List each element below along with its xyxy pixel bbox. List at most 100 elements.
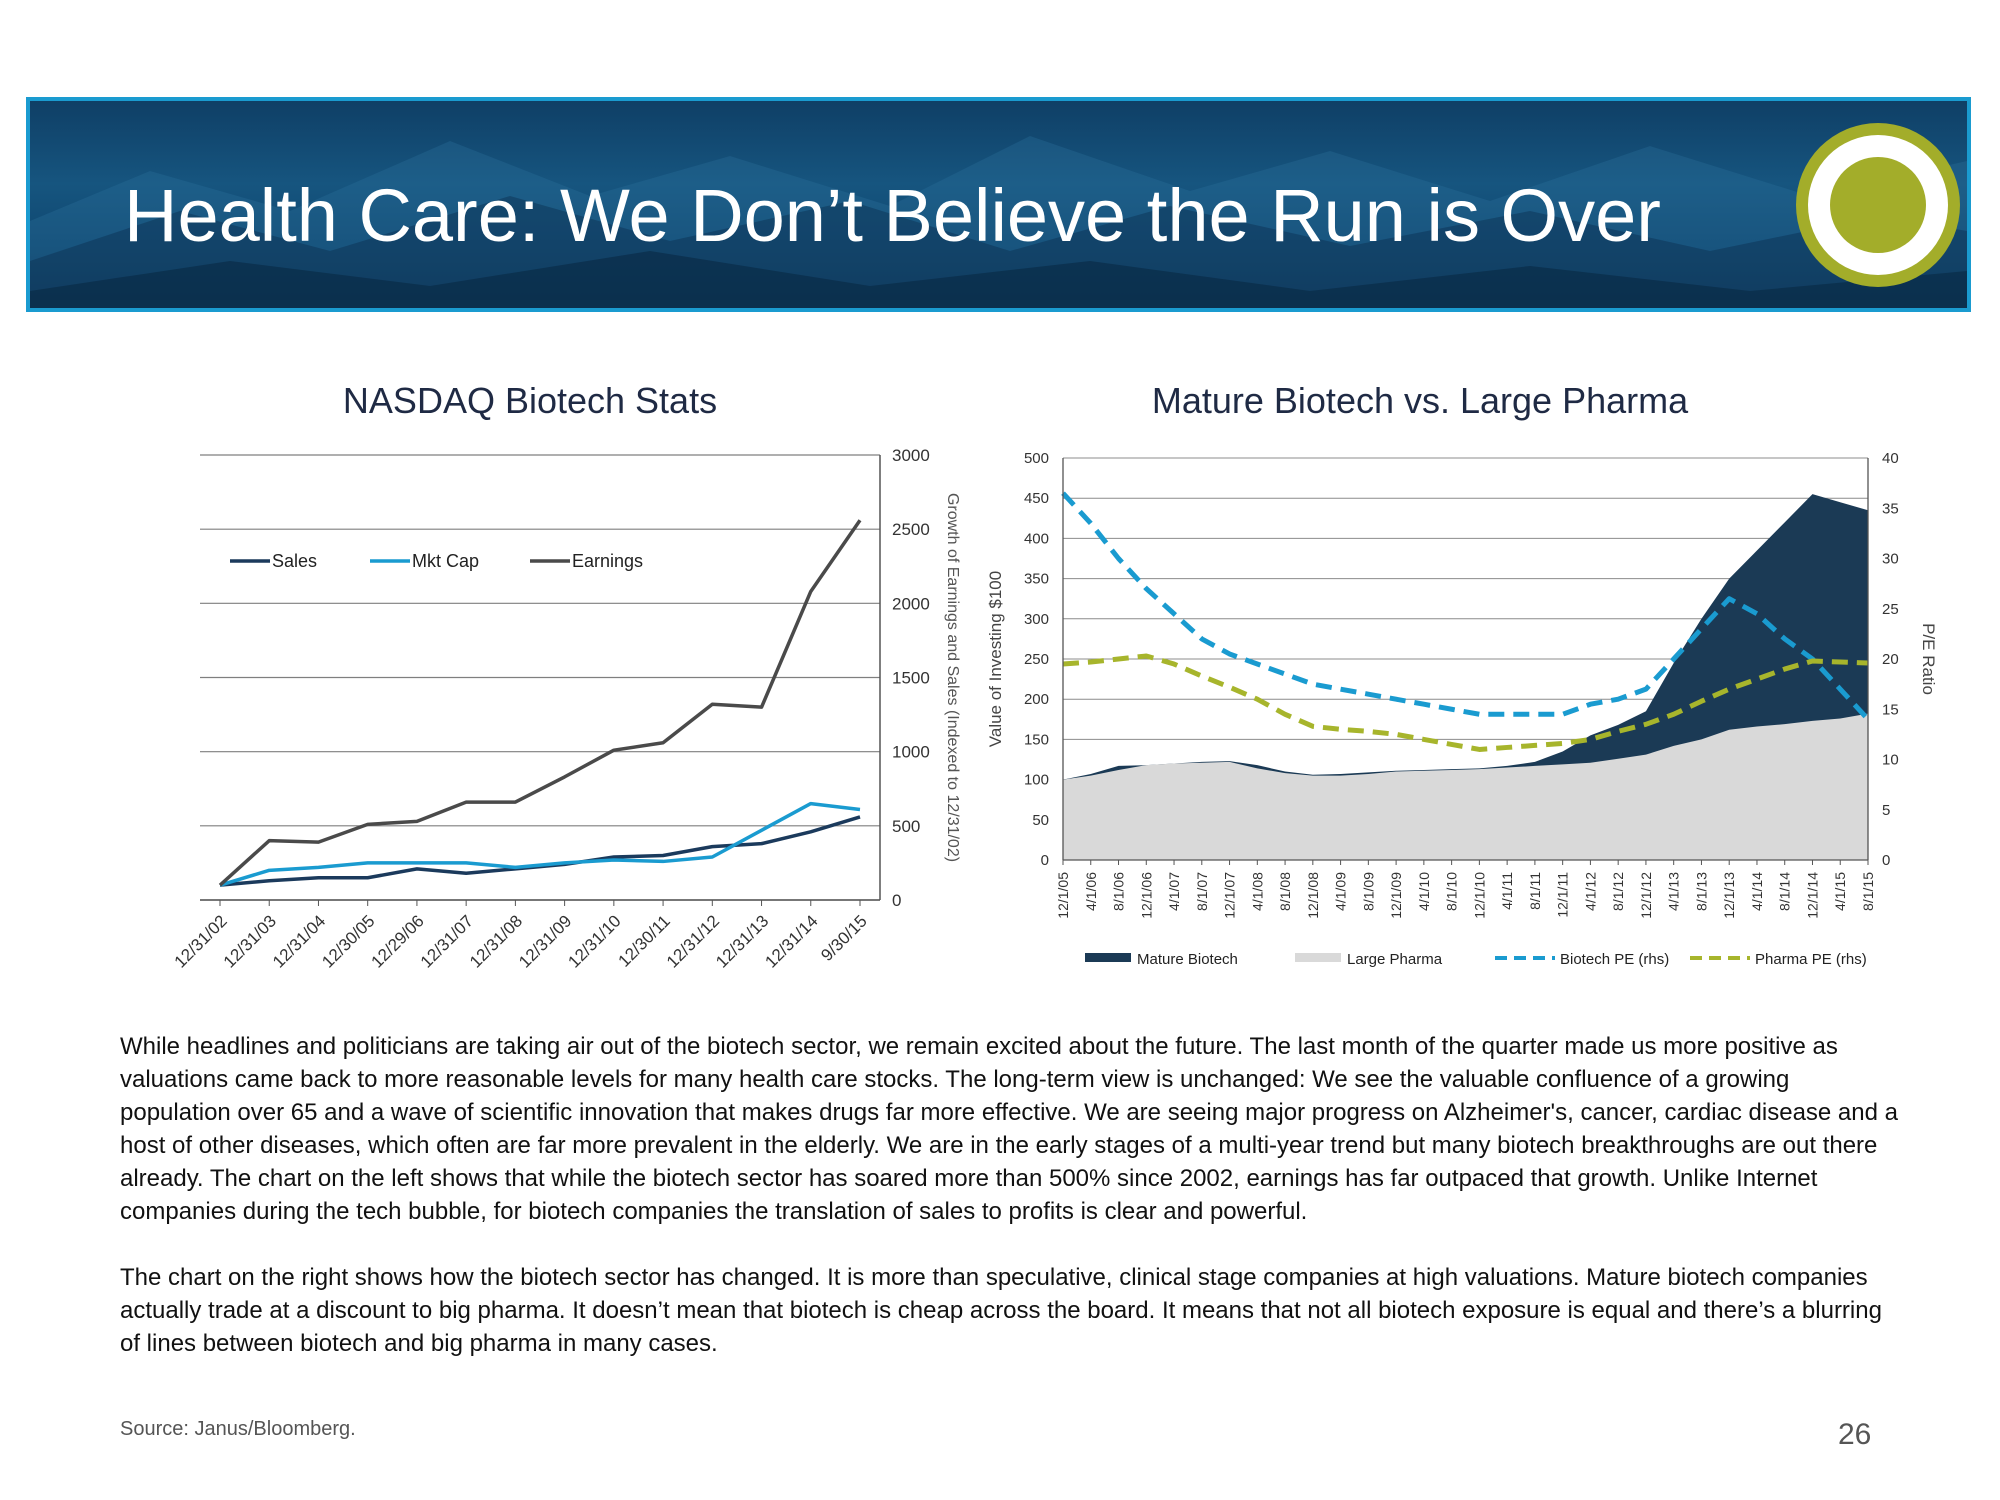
x-tick-label: 8/1/11 (1527, 872, 1543, 910)
x-tick-label: 8/1/12 (1610, 872, 1626, 911)
x-tick-label: 12/29/06 (368, 911, 428, 971)
series-area-large-pharma (1063, 713, 1868, 860)
x-tick-label: 4/1/14 (1749, 872, 1765, 911)
x-tick-label: 12/30/05 (318, 911, 378, 971)
legend-swatch (1085, 953, 1131, 962)
x-tick-label: 12/1/05 (1055, 872, 1071, 919)
y-tick-label: 100 (1024, 772, 1049, 789)
series-line-mkt-cap (219, 801, 861, 887)
y-right-tick-label: 25 (1882, 601, 1899, 618)
x-tick-label: 4/1/09 (1333, 872, 1349, 911)
x-tick-label: 12/1/10 (1471, 872, 1487, 919)
x-tick-label: 8/1/15 (1860, 872, 1876, 911)
slide-title: Health Care: We Don’t Believe the Run is… (124, 174, 1661, 257)
series-line-earnings (218, 519, 862, 887)
x-tick-label: 12/1/07 (1222, 872, 1238, 919)
legend-label: Mature Biotech (1137, 951, 1238, 968)
x-tick-label: 4/1/11 (1499, 872, 1515, 910)
x-tick-label: 12/31/12 (663, 911, 723, 971)
legend-label: Pharma PE (rhs) (1755, 951, 1867, 968)
y-tick-label: 500 (1024, 450, 1049, 467)
legend-label: Mkt Cap (412, 551, 479, 571)
source-note: Source: Janus/Bloomberg. (120, 1418, 356, 1440)
x-tick-label: 4/1/10 (1416, 872, 1432, 911)
y-tick-label: 250 (1024, 651, 1049, 668)
x-tick-label: 12/31/09 (515, 911, 575, 971)
x-tick-label: 12/31/08 (466, 911, 526, 971)
y-tick-label: 400 (1024, 530, 1049, 547)
x-tick-label: 4/1/15 (1832, 872, 1848, 911)
x-tick-label: 12/1/11 (1555, 872, 1571, 918)
x-tick-label: 12/31/13 (712, 911, 772, 971)
logo-ring (1796, 123, 1960, 287)
mountain-background (30, 136, 1967, 308)
x-tick-label: 8/1/10 (1444, 872, 1460, 911)
y-tick-label: 0 (892, 891, 901, 910)
x-tick-label: 8/1/09 (1360, 872, 1376, 911)
x-tick-label: 8/1/14 (1777, 872, 1793, 911)
y-right-tick-label: 5 (1882, 802, 1890, 819)
x-tick-label: 8/1/06 (1111, 872, 1127, 911)
chart2-title: Mature Biotech vs. Large Pharma (1151, 380, 1689, 421)
y-tick-label: 450 (1024, 490, 1049, 507)
x-tick-label: 4/1/12 (1582, 872, 1598, 911)
y-tick-label: 150 (1024, 731, 1049, 748)
y-right-tick-label: 15 (1882, 701, 1899, 718)
legend-label: Large Pharma (1347, 951, 1443, 968)
biotech-vs-pharma-area-chart: 0 50 100 150 200 250 300 350 400 450 500 0 5 10 15 20 25… (986, 450, 1938, 968)
x-tick-label: 12/1/12 (1638, 872, 1654, 919)
x-tick-label: 4/1/06 (1083, 872, 1099, 911)
y-right-tick-label: 35 (1882, 500, 1899, 517)
y-tick-label: 50 (1032, 812, 1049, 829)
x-tick-label: 8/1/13 (1693, 872, 1709, 911)
y-right-tick-label: 0 (1882, 852, 1890, 869)
x-tick-label: 12/31/03 (220, 911, 280, 971)
title-banner: Health Care: We Don’t Believe the Run is… (26, 97, 1971, 312)
y-right-tick-label: 40 (1882, 450, 1899, 467)
x-tick-label: 12/30/11 (615, 911, 674, 970)
x-tick-label: 12/1/13 (1721, 872, 1737, 919)
y-right-tick-label: 20 (1882, 651, 1899, 668)
chart1-title: NASDAQ Biotech Stats (342, 380, 718, 421)
y-tick-label: 2000 (892, 594, 930, 613)
y-axis-label: Value of Investing $100 (986, 571, 1005, 747)
x-tick-label: 9/30/15 (817, 911, 871, 965)
x-tick-label: 12/1/14 (1804, 872, 1820, 919)
nasdaq-biotech-line-chart: 0 500 1000 1500 2000 2500 3000 12/31/0212/31/03… (171, 446, 961, 972)
x-tick-label: 4/1/07 (1166, 872, 1182, 911)
body-paragraph: While headlines and politicians are taki… (120, 1033, 1898, 1225)
body-paragraph: The chart on the right shows how the bio… (120, 1264, 1882, 1357)
x-tick-label: 12/1/06 (1138, 872, 1154, 919)
legend-swatch (1295, 953, 1341, 962)
x-tick-label: 4/1/08 (1249, 872, 1265, 911)
body-text: While headlines and politicians are taki… (120, 1030, 1900, 1393)
y-tick-label: 200 (1024, 691, 1049, 708)
y-axis-label: Growth of Earnings and Sales (Indexed to… (944, 493, 961, 862)
x-tick-label: 12/1/08 (1305, 872, 1321, 919)
y-right-axis-label: P/E Ratio (1919, 623, 1938, 695)
y-right-tick-label: 30 (1882, 551, 1899, 568)
y-right-tick-label: 10 (1882, 752, 1899, 769)
x-tick-label: 12/31/04 (269, 911, 329, 971)
y-tick-label: 0 (1041, 852, 1049, 869)
x-tick-label: 8/1/08 (1277, 872, 1293, 911)
y-tick-label: 350 (1024, 571, 1049, 588)
y-tick-label: 2500 (892, 520, 930, 539)
x-tick-label: 12/1/09 (1388, 872, 1404, 919)
y-tick-label: 300 (1024, 611, 1049, 628)
y-tick-label: 1000 (892, 743, 930, 762)
series-line-pharma-pe-rhs- (1062, 653, 1869, 752)
x-tick-label: 12/31/07 (417, 911, 477, 971)
y-tick-label: 3000 (892, 446, 930, 465)
x-tick-label: 8/1/07 (1194, 872, 1210, 911)
x-tick-label: 4/1/13 (1666, 872, 1682, 911)
x-tick-label: 12/31/02 (171, 911, 231, 971)
x-tick-label: 12/31/10 (564, 911, 624, 971)
page-number: 26 (1838, 1418, 1872, 1451)
y-tick-label: 1500 (892, 669, 930, 688)
legend-label: Biotech PE (rhs) (1560, 951, 1669, 968)
y-tick-label: 500 (892, 817, 920, 836)
legend-label: Sales (272, 551, 317, 571)
legend-label: Earnings (572, 551, 643, 571)
series-line-biotech-pe-rhs- (1061, 491, 1870, 721)
